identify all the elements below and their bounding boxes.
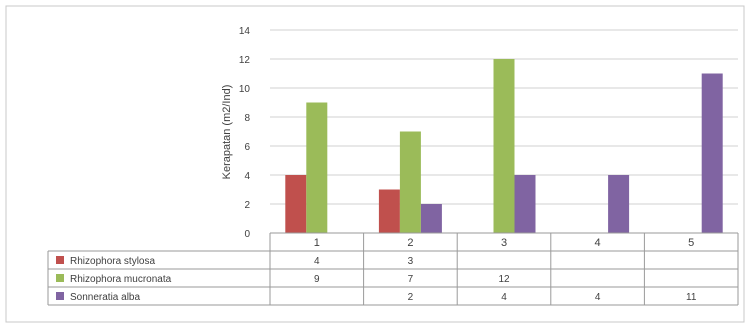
bar-sonneratia-alba-3 [514,175,536,233]
table-cell-value: 4 [314,256,320,267]
legend-swatch [56,274,64,282]
table-cell-value: 3 [408,256,414,267]
y-tick-label: 14 [239,26,251,37]
y-tick-label: 8 [244,113,250,124]
y-axis-ticks: 0 2 4 6 8 10 12 14 [239,26,251,240]
table-cell-value: 11 [686,292,697,303]
bar-rhizophora-mucronata-1 [306,102,328,233]
table-cell-value: 12 [498,274,510,285]
y-tick-label: 4 [244,171,250,182]
x-category-label: 3 [501,237,507,249]
bar-sonneratia-alba-4 [608,175,630,233]
bar-rhizophora-stylosa-2 [378,189,400,233]
x-category-label: 2 [407,237,413,249]
legend-swatch [56,256,64,264]
y-tick-label: 0 [244,229,250,240]
y-tick-label: 2 [244,200,250,211]
legend-label: Rhizophora mucronata [70,274,172,285]
x-category-label: 1 [314,237,320,249]
bar-rhizophora-stylosa-1 [285,175,307,233]
x-category-label: 4 [595,237,601,249]
bar-rhizophora-mucronata-2 [399,131,421,233]
bar-sonneratia-alba-5 [701,73,723,233]
y-tick-label: 6 [244,142,250,153]
x-category-label: 5 [688,237,694,249]
legend-label: Rhizophora stylosa [70,256,155,267]
table-cell-value: 4 [501,292,507,303]
bar-rhizophora-mucronata-3 [493,59,515,233]
y-tick-label: 10 [239,84,251,95]
table-cell-value: 4 [595,292,601,303]
legend-label: Sonneratia alba [70,292,140,303]
y-axis-label: Kerapatan (m2/Ind) [221,85,233,180]
bar-sonneratia-alba-2 [420,204,442,233]
y-tick-label: 12 [239,55,251,66]
bars [285,59,723,233]
table-cell-value: 2 [408,292,414,303]
legend-swatch [56,292,64,300]
table-cell-value: 9 [314,274,320,285]
table-cell-value: 7 [408,274,414,285]
